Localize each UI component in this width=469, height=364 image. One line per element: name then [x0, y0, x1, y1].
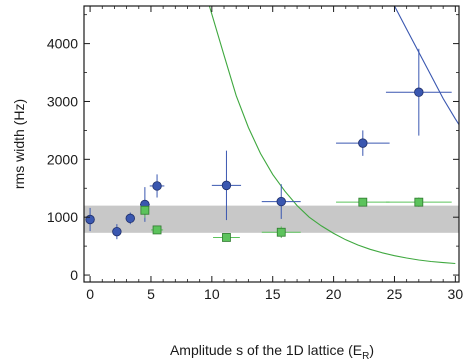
x-tick-label: 25	[387, 286, 403, 302]
x-tick-label: 20	[326, 286, 342, 302]
model-curve-2	[394, 6, 459, 125]
plot-background	[84, 6, 459, 282]
x-axis-label: Amplitude s of the 1D lattice (ER)	[170, 342, 374, 362]
y-tick-label: 0	[70, 267, 78, 283]
x-tick-label: 15	[265, 286, 281, 302]
data-point-square	[358, 197, 368, 207]
data-point-circle	[85, 214, 95, 225]
data-point-circle	[358, 138, 368, 148]
y-tick-label: 3000	[47, 93, 78, 109]
y-tick-label: 2000	[47, 151, 78, 167]
x-tick-label: 30	[448, 286, 464, 302]
y-tick-label: 1000	[47, 209, 78, 225]
data-point-circle	[221, 180, 232, 191]
x-tick-label: 0	[86, 286, 94, 302]
data-point-circle	[112, 226, 122, 237]
data-point-square	[140, 205, 150, 215]
reference-band	[84, 205, 459, 233]
x-tick-label: 5	[147, 286, 155, 302]
data-point-square	[414, 197, 424, 207]
data-point-square	[152, 225, 162, 235]
data-point-square	[276, 227, 286, 237]
y-tick-label: 4000	[47, 36, 78, 52]
data-point-circle	[414, 87, 424, 97]
plot-frame	[83, 5, 460, 283]
data-point-circle	[276, 196, 286, 207]
data-point-circle	[125, 213, 135, 224]
y-axis-label: rms width (Hz)	[11, 99, 27, 189]
data-point-square	[222, 233, 231, 242]
x-tick-label: 10	[204, 286, 220, 302]
data-point-circle	[152, 181, 162, 191]
model-curve-1	[208, 6, 456, 265]
